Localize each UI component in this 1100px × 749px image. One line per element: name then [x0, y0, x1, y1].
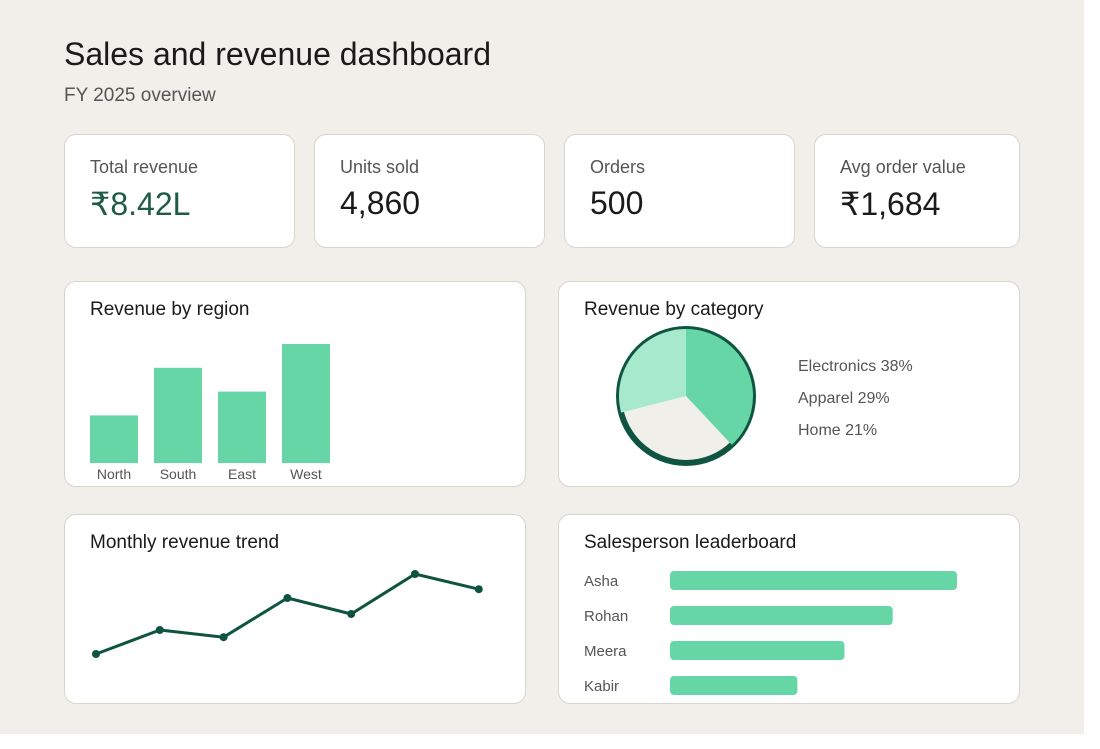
- salesperson-name: Kabir: [584, 678, 619, 695]
- kpi-card-units-sold: Units sold 4,860: [314, 134, 545, 248]
- x-tick-label: North: [97, 466, 131, 482]
- bar-east: [218, 391, 266, 463]
- kpi-card-avg-order-value: Avg order value ₹1,684: [814, 134, 1020, 248]
- panel-title: Revenue by category: [584, 299, 764, 320]
- kpi-value: ₹8.42L: [90, 186, 191, 222]
- kpi-label: Orders: [590, 157, 646, 177]
- region-bar-chart: North South East West: [90, 344, 330, 482]
- trend-point-7: [474, 585, 483, 594]
- trend-point-5: [347, 610, 356, 618]
- pie-slice-apparel: [619, 329, 686, 413]
- trend-point-2: [155, 626, 164, 634]
- trend-panel: Monthly revenue trend: [64, 514, 526, 704]
- x-tick-label: South: [160, 466, 197, 482]
- trend-point-3: [219, 633, 228, 642]
- trend-point-4: [283, 594, 292, 602]
- leaderboard-bar-chart: Asha Rohan Meera Kabir: [584, 571, 957, 695]
- trend-line-chart: [92, 570, 483, 658]
- trend-series-line: [95, 572, 480, 656]
- pie-slice-electronics: [686, 329, 753, 445]
- salesperson-name: Meera: [584, 643, 627, 660]
- leaderboard-bar-meera: [670, 641, 845, 660]
- salesperson-name: Rohan: [584, 608, 628, 625]
- bar-south: [154, 367, 202, 463]
- legend-label: Home 21%: [798, 422, 877, 439]
- kpi-label: Total revenue: [90, 157, 199, 177]
- category-panel: Revenue by category Electronics 38% Appar…: [558, 281, 1020, 487]
- salesperson-name: Asha: [584, 573, 619, 590]
- trend-point-6: [411, 570, 419, 578]
- bar-west: [282, 344, 330, 463]
- leaderboard-bar-kabir: [670, 676, 798, 695]
- kpi-label: Units sold: [340, 157, 420, 177]
- kpi-value: 500: [590, 185, 644, 221]
- bar-north: [90, 415, 138, 463]
- x-tick-label: East: [228, 466, 256, 482]
- kpi-value: 4,860: [340, 185, 421, 221]
- kpi-value: ₹1,684: [840, 186, 941, 222]
- trend-point-1: [92, 650, 100, 658]
- kpi-card-orders: Orders 500: [564, 134, 795, 248]
- legend-label: Apparel 29%: [798, 390, 890, 407]
- panel-title: Monthly revenue trend: [90, 532, 280, 553]
- kpi-label: Avg order value: [840, 157, 966, 177]
- region-panel: Revenue by region North South East West: [64, 281, 526, 487]
- kpi-card-total-revenue: Total revenue ₹8.42L: [64, 134, 295, 248]
- page-title: Sales and revenue dashboard: [64, 36, 491, 72]
- panel-title: Revenue by region: [90, 299, 250, 320]
- leaderboard-bar-rohan: [670, 606, 893, 625]
- x-tick-label: West: [290, 466, 322, 482]
- page-subtitle: FY 2025 overview: [64, 85, 216, 106]
- leaderboard-bar-asha: [670, 571, 957, 590]
- category-pie-chart: Electronics 38% Apparel 29% Home 21%: [616, 326, 913, 466]
- panel-title: Salesperson leaderboard: [584, 532, 797, 553]
- legend-label: Electronics 38%: [798, 358, 913, 375]
- leaderboard-panel: Salesperson leaderboard Asha Rohan Meera Ka…: [558, 514, 1020, 704]
